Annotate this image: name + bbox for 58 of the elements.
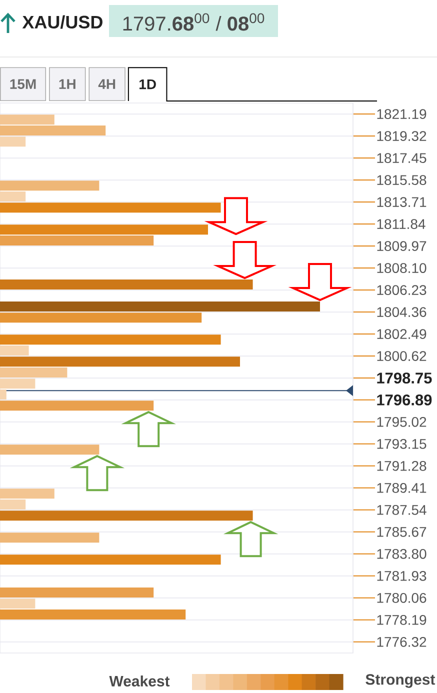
y-tick-label: 1789.41 [377, 482, 426, 493]
bar [0, 554, 221, 565]
bar [0, 610, 186, 620]
bar [0, 180, 100, 191]
bar [0, 236, 154, 246]
text: 15M [10, 79, 36, 89]
bar [0, 500, 26, 510]
text: Strongest [366, 674, 436, 688]
y-tick-label: 1802.49 [377, 329, 426, 340]
y-tick-label: 1781.93 [377, 570, 426, 581]
y-tick-label: 1800.62 [377, 351, 426, 362]
bar [0, 334, 221, 345]
y-tick-label: 1815.58 [377, 175, 426, 186]
bar [0, 280, 253, 290]
bar [0, 368, 68, 378]
bar [0, 302, 320, 312]
y-tick-label: 1808.10 [377, 263, 426, 274]
y-tick-label: 1806.23 [377, 285, 426, 296]
y-tick-label: 1798.75 [377, 372, 432, 384]
text: 1H [59, 79, 76, 89]
bar [0, 598, 36, 609]
bar [0, 488, 54, 499]
y-tick-label: 1813.71 [377, 197, 426, 208]
y-tick-label: 1780.06 [377, 592, 426, 603]
y-tick-label: 1795.02 [377, 416, 426, 427]
bar [0, 444, 100, 455]
y-tick-label: 1811.84 [377, 219, 426, 230]
text: Weakest [109, 675, 170, 686]
y-tick-label: 1821.19 [377, 109, 426, 120]
bar [0, 532, 100, 543]
y-tick-label: 1778.19 [377, 614, 426, 625]
bar [0, 312, 202, 323]
y-tick-label: 1776.32 [377, 636, 426, 647]
bar [0, 192, 26, 202]
bar [0, 114, 54, 125]
bar [0, 400, 154, 411]
y-tick-label: 1819.32 [377, 131, 426, 142]
bar [0, 136, 26, 147]
y-tick-label: 1793.15 [377, 438, 426, 449]
bar [0, 224, 208, 235]
y-tick-label: 1804.36 [377, 307, 426, 318]
bar [0, 510, 253, 521]
y-tick-label: 1791.28 [377, 460, 426, 471]
y-tick-label: 1796.89 [377, 394, 432, 406]
bar [0, 356, 240, 367]
y-tick-label: 1809.97 [377, 241, 426, 252]
chart-title: XAU/USD [22, 15, 102, 29]
bar [0, 588, 154, 598]
bar [0, 126, 106, 136]
chart-subtitle: 1797.68$^{00}$ / 08$^{00}$ [123, 13, 264, 31]
y-tick-label: 1783.80 [377, 548, 426, 559]
y-tick-label: 1785.67 [377, 526, 426, 537]
bar [0, 346, 29, 356]
text: 1D [140, 79, 156, 90]
y-tick-label: 1817.45 [377, 153, 426, 164]
bar [0, 202, 221, 213]
text: 4H [98, 79, 116, 89]
y-tick-label: 1787.54 [377, 504, 426, 515]
